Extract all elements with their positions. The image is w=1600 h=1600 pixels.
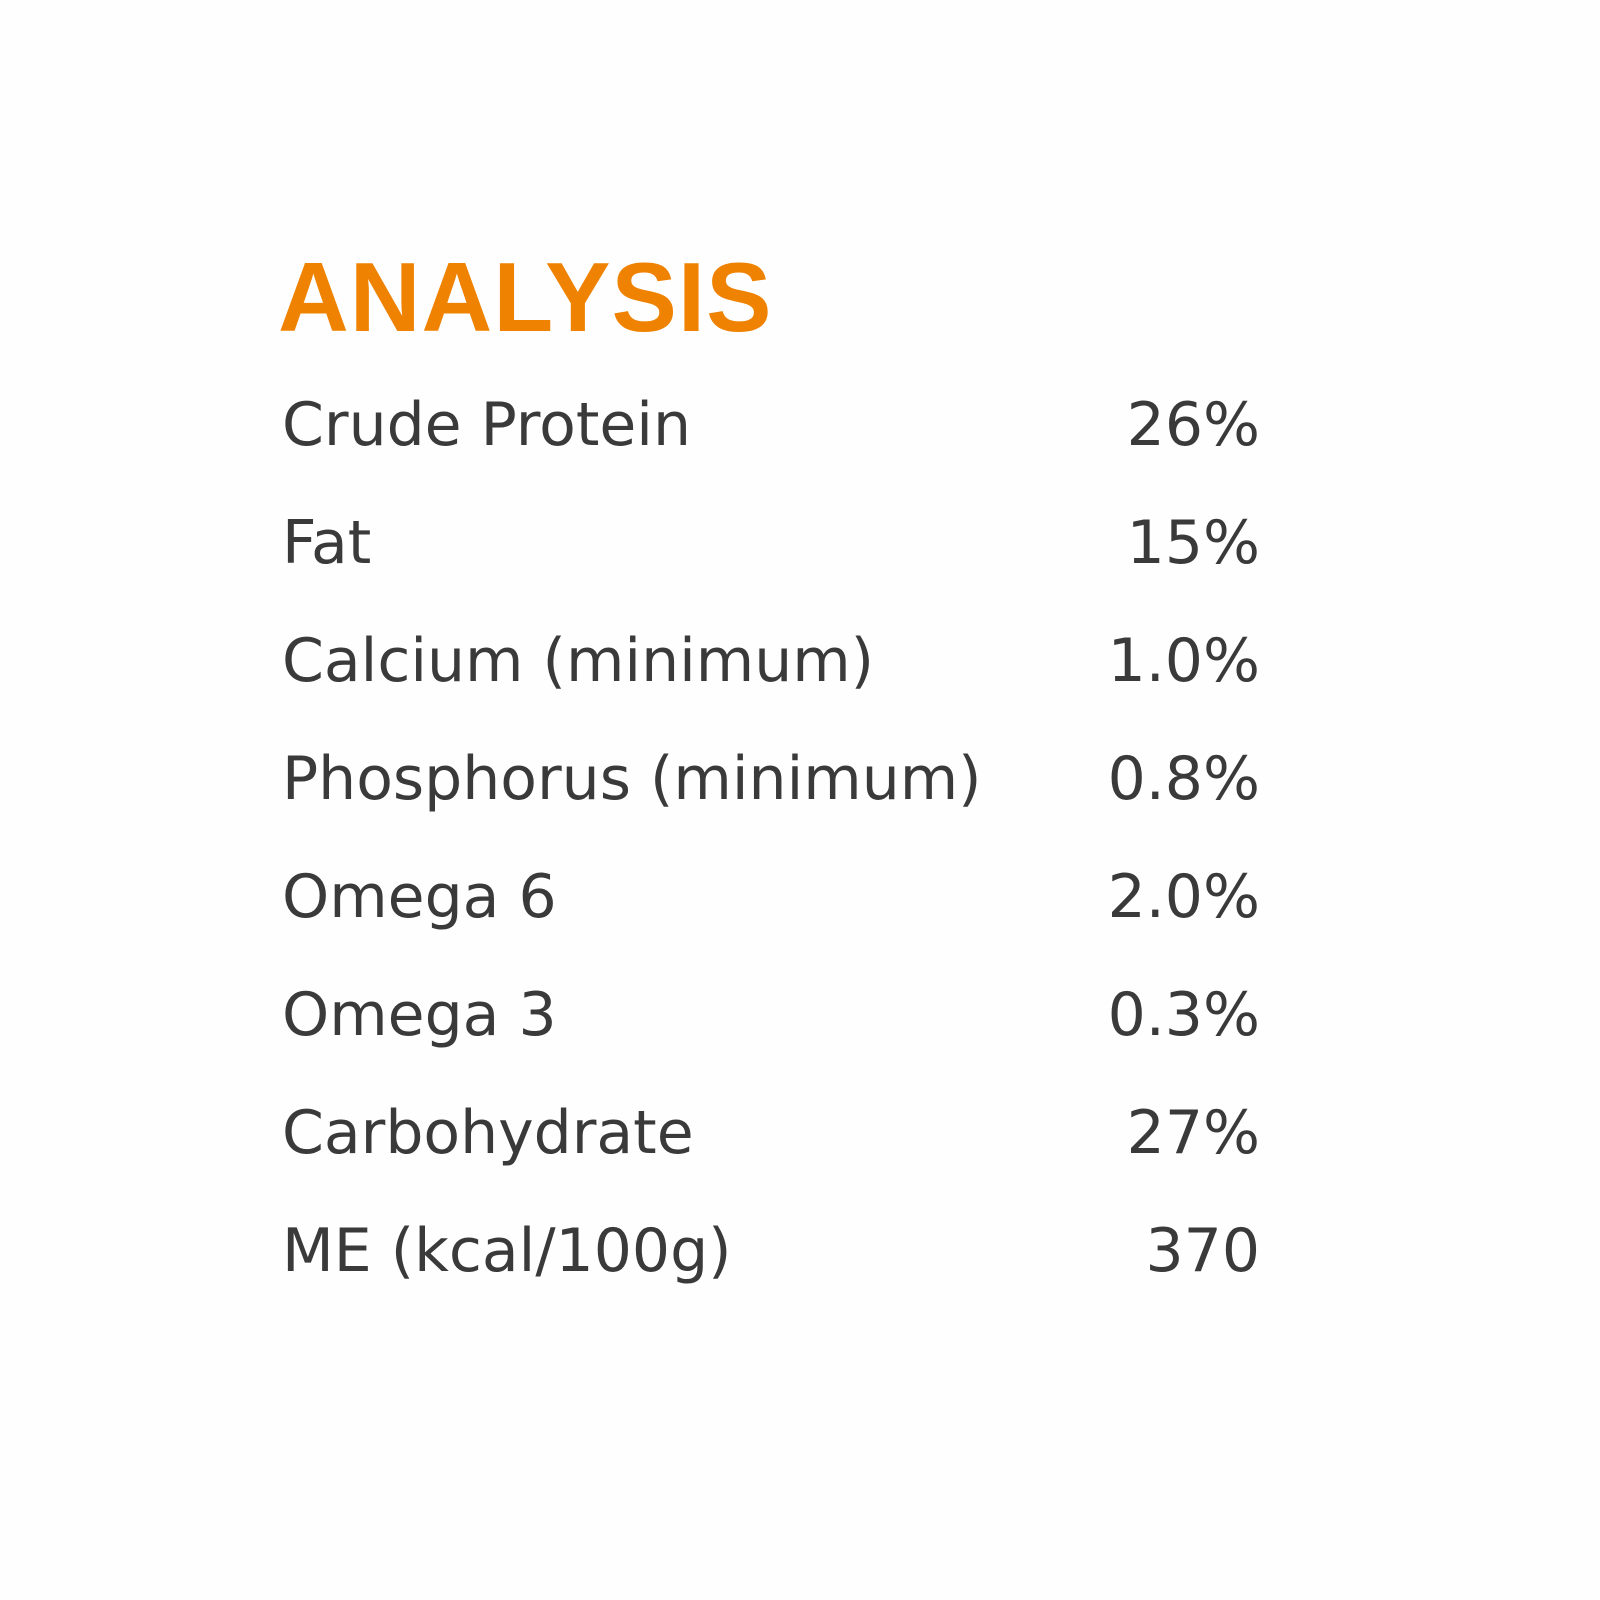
- nutrient-value: 0.8%: [1107, 744, 1260, 814]
- section-title: ANALYSIS: [278, 242, 773, 352]
- analysis-row: Phosphorus (minimum) 0.8%: [282, 739, 1260, 857]
- nutrient-label: Crude Protein: [282, 390, 691, 460]
- analysis-row: Crude Protein 26%: [282, 385, 1260, 503]
- nutrient-label: ME (kcal/100g): [282, 1216, 732, 1286]
- nutrient-label: Omega 3: [282, 980, 557, 1050]
- nutrient-value: 27%: [1126, 1098, 1260, 1168]
- analysis-row: Carbohydrate 27%: [282, 1093, 1260, 1211]
- analysis-row: ME (kcal/100g) 370: [282, 1211, 1260, 1329]
- nutrient-label: Omega 6: [282, 862, 557, 932]
- nutrient-value: 0.3%: [1107, 980, 1260, 1050]
- analysis-row: Calcium (minimum) 1.0%: [282, 621, 1260, 739]
- nutrient-value: 370: [1145, 1216, 1260, 1286]
- analysis-row: Fat 15%: [282, 503, 1260, 621]
- nutrient-value: 2.0%: [1107, 862, 1260, 932]
- nutrient-value: 1.0%: [1107, 626, 1260, 696]
- nutrient-value: 26%: [1126, 390, 1260, 460]
- analysis-row: Omega 6 2.0%: [282, 857, 1260, 975]
- nutrient-label: Calcium (minimum): [282, 626, 875, 696]
- analysis-table: Crude Protein 26% Fat 15% Calcium (minimum) 1…: [282, 385, 1260, 1329]
- nutrient-label: Carbohydrate: [282, 1098, 694, 1168]
- analysis-row: Omega 3 0.3%: [282, 975, 1260, 1093]
- nutrient-value: 15%: [1126, 508, 1260, 578]
- nutrient-label: Fat: [282, 508, 372, 578]
- nutrient-label: Phosphorus (minimum): [282, 744, 982, 814]
